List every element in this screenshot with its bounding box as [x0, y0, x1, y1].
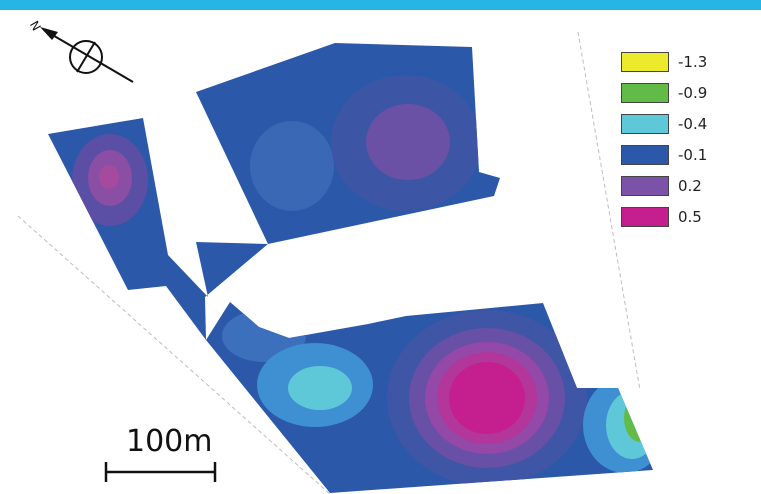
legend-swatch — [621, 83, 669, 103]
legend-item: 0.2 — [621, 176, 707, 196]
legend-item: -0.1 — [621, 145, 707, 165]
boundary-line — [577, 31, 641, 391]
legend-label: 0.2 — [678, 177, 702, 195]
legend-swatch — [621, 145, 669, 165]
legend-swatch — [621, 114, 669, 134]
legend-label: -0.9 — [678, 84, 708, 102]
legend-item: -1.3 — [621, 52, 707, 72]
legend-label: 0.5 — [678, 208, 702, 226]
legend-item: -0.9 — [621, 83, 707, 103]
legend-label: -0.1 — [678, 146, 708, 164]
legend-swatch — [621, 207, 669, 227]
scale-label: 100m — [126, 424, 213, 459]
legend-swatch — [621, 176, 669, 196]
north-label: N — [27, 19, 44, 34]
legend-item: 0.5 — [621, 207, 707, 227]
scale-bar — [104, 462, 217, 482]
legend-swatch — [621, 52, 669, 72]
legend-label: -0.4 — [678, 115, 708, 133]
legend: -1.3 -0.9 -0.4 -0.1 0.2 0.5 — [621, 52, 707, 238]
north-arrow: N — [27, 19, 134, 83]
legend-item: -0.4 — [621, 114, 707, 134]
header-bar — [0, 0, 761, 10]
legend-label: -1.3 — [678, 53, 708, 71]
